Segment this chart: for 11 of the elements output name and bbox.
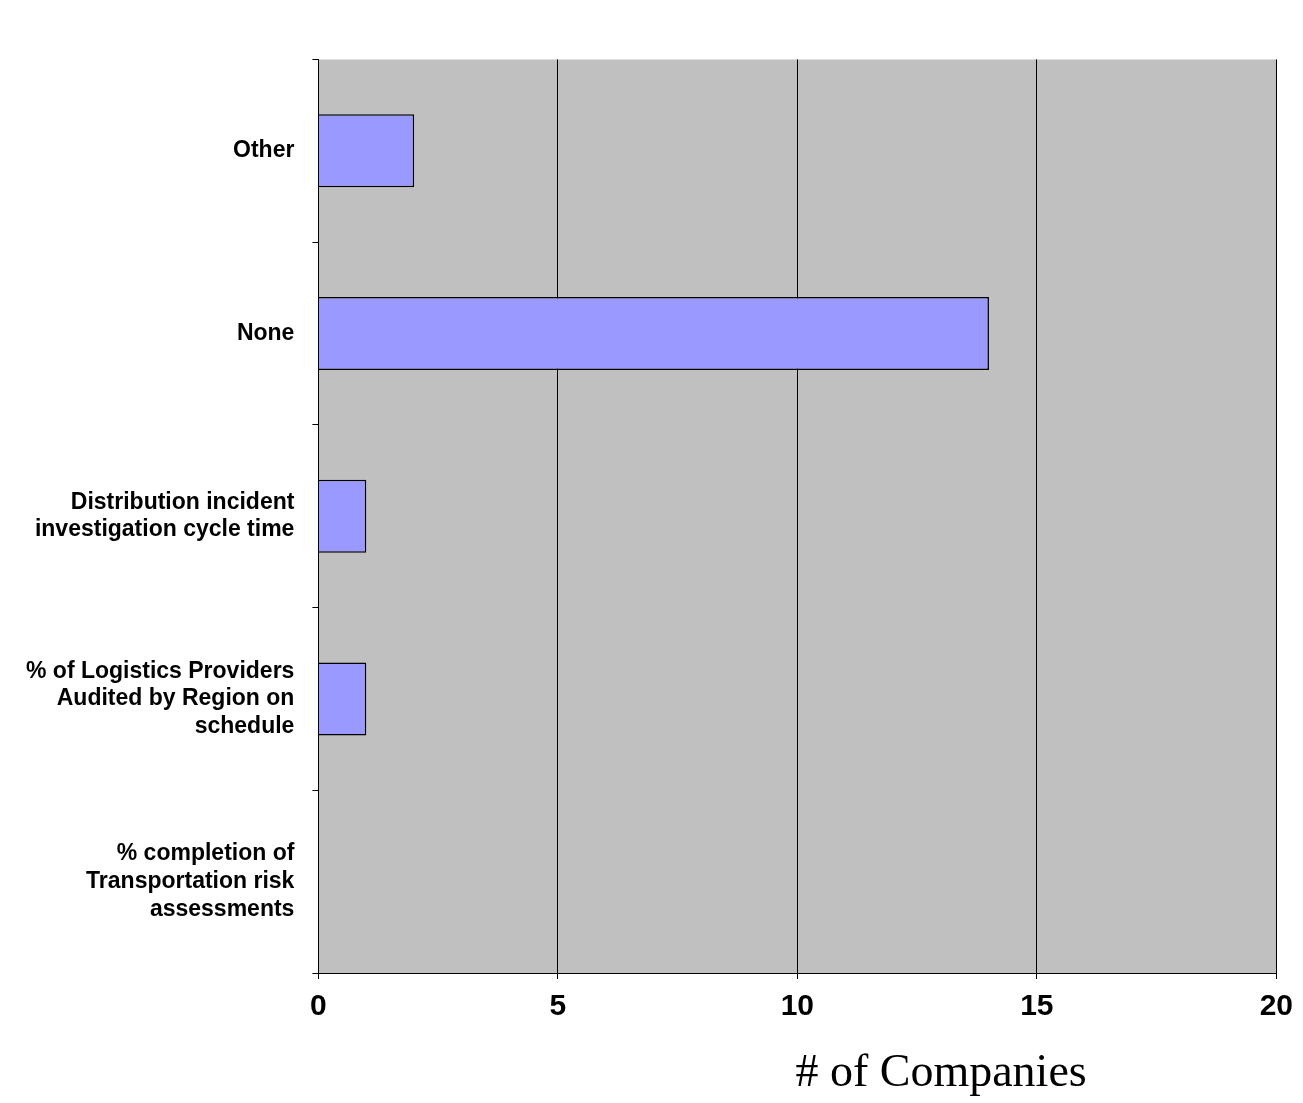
x-tick-label: 10 [780, 988, 815, 1022]
y-tick-label: Other [233, 136, 295, 163]
x-tick-label: 15 [1020, 988, 1054, 1022]
y-tick-label: % of Logistics Providers Audited by Region on schedule [25, 656, 295, 738]
x-tick-label: 20 [1259, 988, 1293, 1022]
x-axis-title: # of Companies [795, 1045, 1087, 1097]
x-tick-label: 0 [310, 988, 327, 1022]
y-tick-label: Distribution incident investigation cycle time [34, 487, 295, 542]
x-tick-label: 5 [549, 988, 567, 1022]
y-tick-label: % completion of Transportation risk assessments [86, 839, 295, 921]
y-tick-label: None [236, 318, 295, 345]
